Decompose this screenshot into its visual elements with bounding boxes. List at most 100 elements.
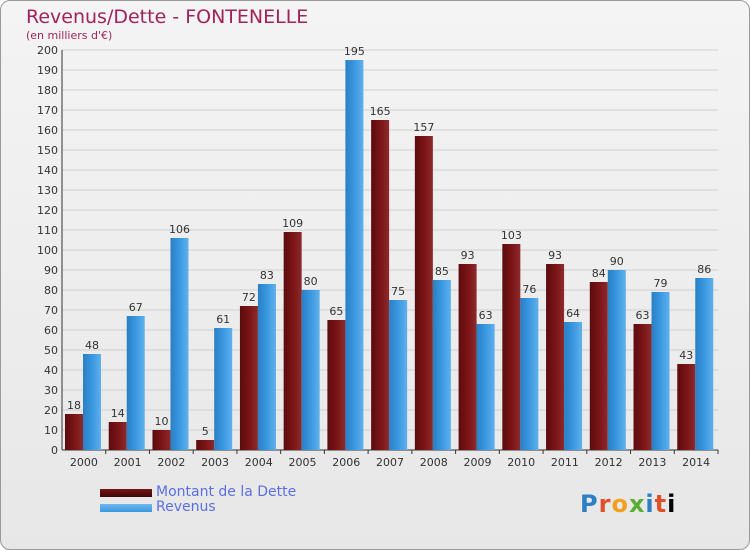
- data-label-debt: 165: [370, 105, 391, 118]
- x-tick-label: 2011: [551, 456, 579, 469]
- y-tick-label: 60: [44, 324, 58, 337]
- bar-revenue: [389, 300, 408, 450]
- bar-debt: [371, 120, 390, 450]
- y-tick-label: 100: [37, 244, 58, 257]
- x-tick-label: 2006: [332, 456, 360, 469]
- y-tick-label: 120: [37, 204, 58, 217]
- x-tick-label: 2014: [682, 456, 710, 469]
- legend-swatch-debt: [100, 489, 152, 497]
- bar-debt: [458, 264, 477, 450]
- x-tick-label: 2002: [157, 456, 185, 469]
- y-tick-label: 50: [44, 344, 58, 357]
- y-tick-label: 110: [37, 224, 58, 237]
- y-tick-label: 30: [44, 384, 58, 397]
- bar-debt: [152, 430, 171, 450]
- proxiti-logo: Proxiti: [580, 490, 677, 518]
- x-tick-label: 2012: [595, 456, 623, 469]
- y-tick-label: 200: [37, 44, 58, 57]
- bar-debt: [633, 324, 652, 450]
- data-label-debt: 93: [548, 249, 562, 262]
- chart-subtitle: (en milliers d'€): [26, 29, 113, 42]
- data-label-debt: 109: [282, 217, 303, 230]
- bar-revenue: [695, 278, 714, 450]
- bar-debt: [283, 232, 302, 450]
- y-tick-label: 140: [37, 164, 58, 177]
- data-label-debt: 103: [501, 229, 522, 242]
- bar-revenue: [476, 324, 495, 450]
- data-label-debt: 14: [111, 407, 125, 420]
- y-tick-label: 20: [44, 404, 58, 417]
- bar-debt: [677, 364, 696, 450]
- data-label-debt: 43: [679, 349, 693, 362]
- data-label-debt: 72: [242, 291, 256, 304]
- y-tick-label: 80: [44, 284, 58, 297]
- y-tick-label: 190: [37, 64, 58, 77]
- bar-debt: [502, 244, 521, 450]
- bar-revenue: [83, 354, 101, 450]
- y-tick-label: 180: [37, 84, 58, 97]
- y-tick-label: 170: [37, 104, 58, 117]
- bar-revenue: [607, 270, 626, 450]
- y-tick-label: 160: [37, 124, 58, 137]
- y-tick-label: 130: [37, 184, 58, 197]
- x-tick-label: 2004: [245, 456, 273, 469]
- data-label-revenue: 61: [216, 313, 230, 326]
- x-tick-label: 2007: [376, 456, 404, 469]
- x-tick-label: 2008: [420, 456, 448, 469]
- data-label-debt: 93: [461, 249, 475, 262]
- data-label-revenue: 90: [610, 255, 624, 268]
- x-tick-label: 2010: [507, 456, 535, 469]
- bar-revenue: [257, 284, 276, 450]
- bar-debt: [108, 422, 127, 450]
- bar-revenue: [345, 60, 364, 450]
- bar-debt: [589, 282, 608, 450]
- bar-revenue: [651, 292, 670, 450]
- data-label-revenue: 85: [435, 265, 449, 278]
- legend-swatch-revenue: [100, 504, 152, 512]
- bar-revenue: [214, 328, 233, 450]
- data-label-revenue: 83: [260, 269, 274, 282]
- data-label-revenue: 48: [85, 339, 99, 352]
- data-label-debt: 5: [202, 425, 209, 438]
- data-label-debt: 65: [329, 305, 343, 318]
- y-tick-label: 70: [44, 304, 58, 317]
- data-label-revenue: 106: [169, 223, 190, 236]
- data-label-revenue: 79: [654, 277, 668, 290]
- bar-revenue: [170, 238, 189, 450]
- bar-revenue: [564, 322, 583, 450]
- x-tick-label: 2001: [114, 456, 142, 469]
- data-label-debt: 157: [413, 121, 434, 134]
- data-label-revenue: 86: [697, 263, 711, 276]
- bar-revenue: [126, 316, 145, 450]
- bar-debt: [65, 414, 83, 450]
- bar-debt: [196, 440, 215, 450]
- x-tick-label: 2000: [70, 456, 98, 469]
- bar-revenue: [520, 298, 539, 450]
- y-tick-label: 10: [44, 424, 58, 437]
- data-label-revenue: 76: [522, 283, 536, 296]
- data-label-revenue: 63: [479, 309, 493, 322]
- legend-label-debt: Montant de la Dette: [156, 484, 297, 500]
- data-label-revenue: 80: [304, 275, 318, 288]
- bar-revenue: [301, 290, 320, 450]
- x-tick-label: 2005: [289, 456, 317, 469]
- y-tick-label: 90: [44, 264, 58, 277]
- data-label-revenue: 75: [391, 285, 405, 298]
- x-tick-label: 2003: [201, 456, 229, 469]
- data-label-debt: 63: [636, 309, 650, 322]
- bar-debt: [327, 320, 346, 450]
- bar-revenue: [432, 280, 451, 450]
- data-label-revenue: 64: [566, 307, 580, 320]
- y-tick-label: 150: [37, 144, 58, 157]
- x-tick-label: 2013: [638, 456, 666, 469]
- x-tick-label: 2009: [463, 456, 491, 469]
- data-label-debt: 18: [67, 399, 81, 412]
- bar-debt: [239, 306, 258, 450]
- y-tick-label: 0: [51, 444, 58, 457]
- chart-title: Revenus/Dette - FONTENELLE: [26, 6, 309, 28]
- data-label-debt: 10: [154, 415, 168, 428]
- data-label-revenue: 195: [344, 45, 365, 58]
- legend-label-revenue: Revenus: [156, 499, 216, 515]
- y-tick-label: 40: [44, 364, 58, 377]
